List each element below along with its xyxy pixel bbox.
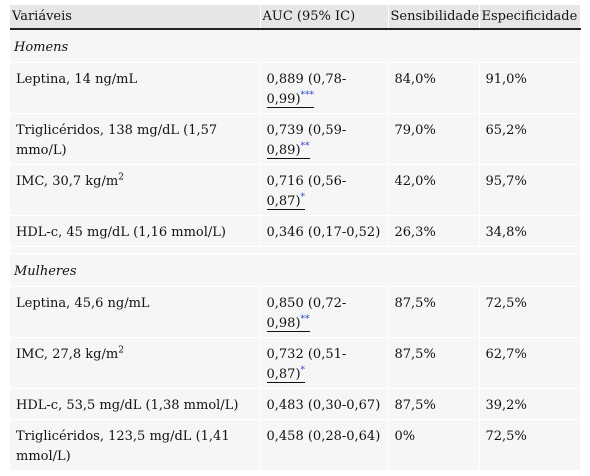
specificity-cell: 34,8% bbox=[479, 215, 581, 247]
auc-upper: 0,87)* bbox=[266, 192, 306, 210]
auc-cell: 0,889 (0,78- 0,99)*** bbox=[260, 62, 389, 114]
group-label-mulheres: Mulheres bbox=[10, 253, 581, 287]
header-especificidade: Especificidade bbox=[479, 5, 581, 30]
auc-results-table: Variáveis AUC (95% IC) Sensibilidade Esp… bbox=[10, 5, 581, 471]
group-row: Homens bbox=[10, 29, 581, 63]
auc-cell: 0,346 (0,17-0,52) bbox=[260, 215, 389, 247]
variable-cell: IMC, 27,8 kg/m2 bbox=[10, 337, 261, 389]
variable-cell: IMC, 30,7 kg/m2 bbox=[10, 164, 261, 216]
header-auc: AUC (95% IC) bbox=[260, 5, 389, 30]
sensitivity-cell: 0% bbox=[388, 419, 480, 471]
specificity-cell: 65,2% bbox=[479, 113, 581, 165]
specificity-cell: 62,7% bbox=[479, 337, 581, 389]
header-sensibilidade: Sensibilidade bbox=[388, 5, 480, 30]
group-label-homens: Homens bbox=[10, 29, 581, 63]
variable-cell: Leptina, 14 ng/mL bbox=[10, 62, 261, 114]
sensitivity-cell: 42,0% bbox=[388, 164, 480, 216]
footnote-link[interactable]: ** bbox=[300, 314, 310, 325]
table-row: Leptina, 14 ng/mL 0,889 (0,78- 0,99)*** 8… bbox=[10, 62, 581, 114]
sensitivity-cell: 87,5% bbox=[388, 388, 480, 420]
sensitivity-cell: 79,0% bbox=[388, 113, 480, 165]
auc-upper: 0,99)*** bbox=[266, 90, 315, 108]
variable-cell: HDL-c, 45 mg/dL (1,16 mmol/L) bbox=[10, 215, 261, 247]
auc-cell: 0,458 (0,28-0,64) bbox=[260, 419, 389, 471]
table-header: Variáveis AUC (95% IC) Sensibilidade Esp… bbox=[10, 5, 581, 30]
specificity-cell: 39,2% bbox=[479, 388, 581, 420]
auc-cell: 0,483 (0,30-0,67) bbox=[260, 388, 389, 420]
group-row: Mulheres bbox=[10, 253, 581, 287]
specificity-cell: 95,7% bbox=[479, 164, 581, 216]
specificity-cell: 72,5% bbox=[479, 419, 581, 471]
table-row: HDL-c, 45 mg/dL (1,16 mmol/L) 0,346 (0,1… bbox=[10, 215, 581, 247]
footnote-link[interactable]: ** bbox=[300, 141, 310, 152]
auc-cell: 0,850 (0,72- 0,98)** bbox=[260, 286, 389, 338]
footnote-link[interactable]: *** bbox=[300, 90, 315, 101]
specificity-cell: 72,5% bbox=[479, 286, 581, 338]
table-row: Triglicéridos, 138 mg/dL (1,57 mmo/L) 0,… bbox=[10, 113, 581, 165]
group-spacer bbox=[10, 246, 581, 254]
table-row: IMC, 30,7 kg/m2 0,716 (0,56- 0,87)* 42,0%… bbox=[10, 164, 581, 216]
variable-cell: Leptina, 45,6 ng/mL bbox=[10, 286, 261, 338]
sensitivity-cell: 87,5% bbox=[388, 286, 480, 338]
specificity-cell: 91,0% bbox=[479, 62, 581, 114]
auc-cell: 0,732 (0,51- 0,87)* bbox=[260, 337, 389, 389]
header-variaveis: Variáveis bbox=[10, 5, 261, 30]
auc-upper: 0,98)** bbox=[266, 314, 310, 332]
table-row: Leptina, 45,6 ng/mL 0,850 (0,72- 0,98)** … bbox=[10, 286, 581, 338]
auc-cell: 0,716 (0,56- 0,87)* bbox=[260, 164, 389, 216]
sensitivity-cell: 84,0% bbox=[388, 62, 480, 114]
auc-upper: 0,87)* bbox=[266, 365, 306, 383]
variable-cell: Triglicéridos, 123,5 mg/dL (1,41 mmol/L) bbox=[10, 419, 261, 471]
unit-superscript: 2 bbox=[118, 172, 124, 183]
footnote-link[interactable]: * bbox=[300, 192, 306, 203]
table-body: Homens Leptina, 14 ng/mL 0,889 (0,78- 0,9… bbox=[10, 29, 581, 471]
auc-cell: 0,739 (0,59- 0,89)** bbox=[260, 113, 389, 165]
variable-cell: Triglicéridos, 138 mg/dL (1,57 mmo/L) bbox=[10, 113, 261, 165]
footnote-link[interactable]: * bbox=[300, 365, 306, 376]
unit-superscript: 2 bbox=[118, 345, 124, 356]
auc-upper: 0,89)** bbox=[266, 141, 310, 159]
variable-cell: HDL-c, 53,5 mg/dL (1,38 mmol/L) bbox=[10, 388, 261, 420]
sensitivity-cell: 26,3% bbox=[388, 215, 480, 247]
table-row: IMC, 27,8 kg/m2 0,732 (0,51- 0,87)* 87,5%… bbox=[10, 337, 581, 389]
table-row: Triglicéridos, 123,5 mg/dL (1,41 mmol/L)… bbox=[10, 419, 581, 471]
sensitivity-cell: 87,5% bbox=[388, 337, 480, 389]
table-row: HDL-c, 53,5 mg/dL (1,38 mmol/L) 0,483 (0… bbox=[10, 388, 581, 420]
